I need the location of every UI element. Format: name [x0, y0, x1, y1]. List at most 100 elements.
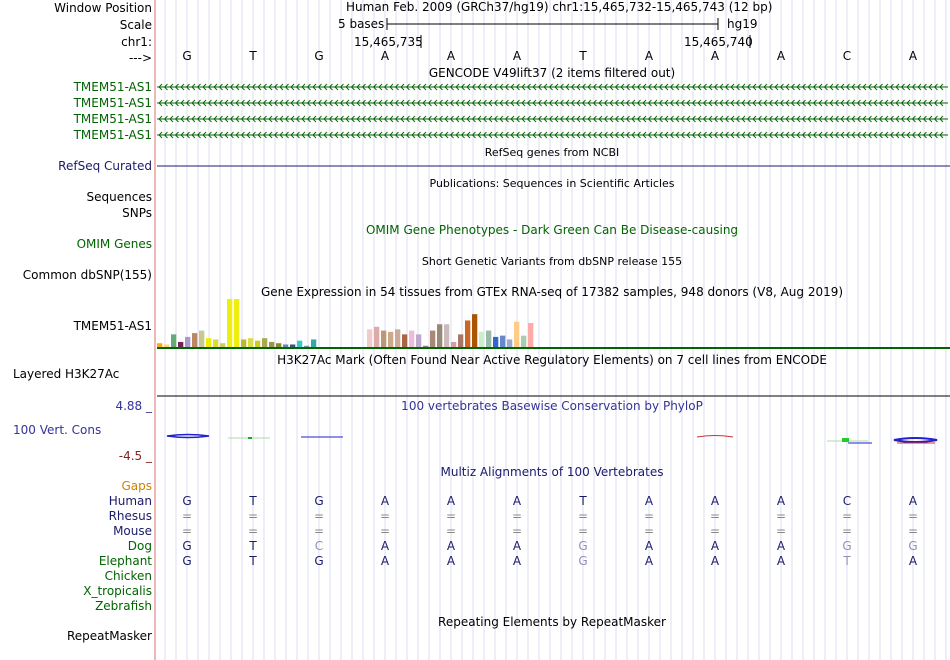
gtex-tissue-bar[interactable]: [367, 329, 373, 347]
gtex-tissue-bar[interactable]: [402, 334, 408, 347]
gtex-tissue-bar[interactable]: [465, 320, 471, 347]
multiz-gaps-label[interactable]: Gaps: [121, 479, 152, 493]
gtex-tissue-bar[interactable]: [514, 321, 520, 347]
publications-track-title: Publications: Sequences in Scientific Ar…: [429, 177, 675, 190]
gtex-tissue-bar[interactable]: [416, 334, 422, 347]
conservation-marks[interactable]: [166, 433, 938, 444]
gtex-tissue-bar[interactable]: [388, 331, 394, 347]
gtex-tissue-bar[interactable]: [479, 331, 485, 347]
gtex-tissue-bar[interactable]: [164, 344, 170, 347]
gencode-transcripts[interactable]: [157, 83, 948, 139]
scale-label: Scale: [119, 18, 152, 32]
multiz-species-label[interactable]: Dog: [127, 539, 152, 553]
multiz-base: G: [578, 539, 588, 553]
gtex-gene-label[interactable]: TMEM51-AS1: [73, 319, 152, 333]
gtex-tissue-bar[interactable]: [472, 314, 478, 347]
gtex-tissue-bar[interactable]: [234, 299, 240, 347]
gtex-tissue-bar[interactable]: [227, 299, 233, 347]
multiz-base: =: [775, 509, 787, 523]
gencode-item-label[interactable]: TMEM51-AS1: [73, 112, 152, 126]
refseq-label[interactable]: RefSeq Curated: [58, 159, 152, 173]
reference-base[interactable]: C: [842, 49, 852, 63]
gtex-tissue-bar[interactable]: [507, 339, 513, 347]
gtex-tissue-bar[interactable]: [220, 343, 226, 347]
h3k27ac-label[interactable]: Layered H3K27Ac: [13, 367, 120, 381]
gencode-item-label[interactable]: TMEM51-AS1: [73, 96, 152, 110]
dbsnp-label[interactable]: Common dbSNP(155): [22, 268, 152, 282]
reference-base[interactable]: A: [908, 49, 918, 63]
reference-base[interactable]: T: [249, 49, 257, 63]
gtex-tissue-bar[interactable]: [241, 339, 247, 347]
multiz-species-label[interactable]: Chicken: [104, 569, 152, 583]
reference-base[interactable]: A: [446, 49, 456, 63]
gtex-tissue-bar[interactable]: [276, 343, 282, 347]
multiz-base: =: [907, 524, 919, 538]
gtex-tissue-bar[interactable]: [304, 345, 310, 347]
reference-base[interactable]: A: [776, 49, 786, 63]
gtex-tissue-bar[interactable]: [311, 339, 317, 347]
multiz-species-label[interactable]: Zebrafish: [95, 599, 152, 613]
gtex-tissue-bar[interactable]: [521, 335, 527, 347]
gtex-tissue-bar[interactable]: [444, 324, 450, 347]
gtex-tissue-bar[interactable]: [199, 330, 205, 347]
strand-arrow-label[interactable]: --->: [128, 51, 152, 65]
conservation-label[interactable]: 100 Vert. Cons: [13, 423, 102, 437]
gtex-tissue-bar[interactable]: [255, 340, 261, 347]
gtex-tissue-bar[interactable]: [486, 330, 492, 347]
gtex-tissue-bar[interactable]: [381, 330, 387, 347]
gtex-tissue-bar[interactable]: [395, 329, 401, 347]
reference-base[interactable]: A: [644, 49, 654, 63]
reference-base[interactable]: A: [710, 49, 720, 63]
gtex-tissue-bar[interactable]: [458, 334, 464, 347]
multiz-base: =: [379, 509, 391, 523]
repeatmasker-label[interactable]: RepeatMasker: [66, 629, 152, 643]
gtex-tissue-bar[interactable]: [178, 341, 184, 347]
multiz-base: =: [511, 509, 523, 523]
reference-base[interactable]: T: [579, 49, 587, 63]
publications-snps-label[interactable]: SNPs: [122, 206, 152, 220]
gtex-tissue-bar[interactable]: [451, 341, 457, 347]
reference-base[interactable]: G: [182, 49, 192, 63]
multiz-base: A: [512, 554, 522, 568]
gtex-tissue-bar[interactable]: [290, 344, 296, 347]
gencode-item-label[interactable]: TMEM51-AS1: [73, 80, 152, 94]
gtex-track-title: Gene Expression in 54 tissues from GTEx …: [260, 285, 844, 299]
gtex-tissue-bar[interactable]: [283, 344, 289, 347]
multiz-species-label[interactable]: Rhesus: [108, 509, 152, 523]
gtex-tissue-bar[interactable]: [248, 338, 254, 347]
gtex-tissue-bar[interactable]: [213, 339, 219, 347]
gtex-tissue-bar[interactable]: [185, 336, 191, 347]
multiz-base: =: [247, 509, 259, 523]
gtex-tissue-bar[interactable]: [157, 343, 163, 347]
gtex-tissue-bar[interactable]: [206, 338, 212, 347]
gtex-tissue-bar[interactable]: [374, 326, 380, 347]
gtex-bar-chart[interactable]: [157, 299, 534, 347]
reference-base[interactable]: G: [314, 49, 324, 63]
multiz-base: =: [445, 509, 457, 523]
multiz-base: T: [843, 554, 851, 568]
omim-label[interactable]: OMIM Genes: [76, 237, 152, 251]
gencode-item-label[interactable]: TMEM51-AS1: [73, 128, 152, 142]
gtex-tissue-bar[interactable]: [262, 338, 268, 347]
multiz-species-label[interactable]: Elephant: [98, 554, 152, 568]
gtex-tissue-bar[interactable]: [437, 324, 443, 347]
multiz-species-label[interactable]: Mouse: [113, 524, 152, 538]
gtex-tissue-bar[interactable]: [171, 334, 177, 347]
multiz-species-label[interactable]: X_tropicalis: [83, 584, 152, 598]
gtex-tissue-bar[interactable]: [192, 333, 198, 347]
gtex-tissue-bar[interactable]: [409, 330, 415, 347]
multiz-base: A: [908, 554, 918, 568]
gtex-tissue-bar[interactable]: [528, 323, 534, 347]
gtex-tissue-bar[interactable]: [269, 341, 275, 347]
strand-arrows: [158, 83, 944, 91]
gtex-tissue-bar[interactable]: [493, 336, 499, 347]
reference-base[interactable]: A: [512, 49, 522, 63]
reference-base[interactable]: A: [380, 49, 390, 63]
gtex-tissue-bar[interactable]: [500, 335, 506, 347]
gtex-tissue-bar[interactable]: [430, 330, 436, 347]
multiz-base: A: [710, 539, 720, 553]
publications-sequences-label[interactable]: Sequences: [86, 190, 152, 204]
gtex-tissue-bar[interactable]: [423, 345, 429, 347]
multiz-species-label[interactable]: Human: [108, 494, 152, 508]
gtex-tissue-bar[interactable]: [297, 340, 303, 347]
